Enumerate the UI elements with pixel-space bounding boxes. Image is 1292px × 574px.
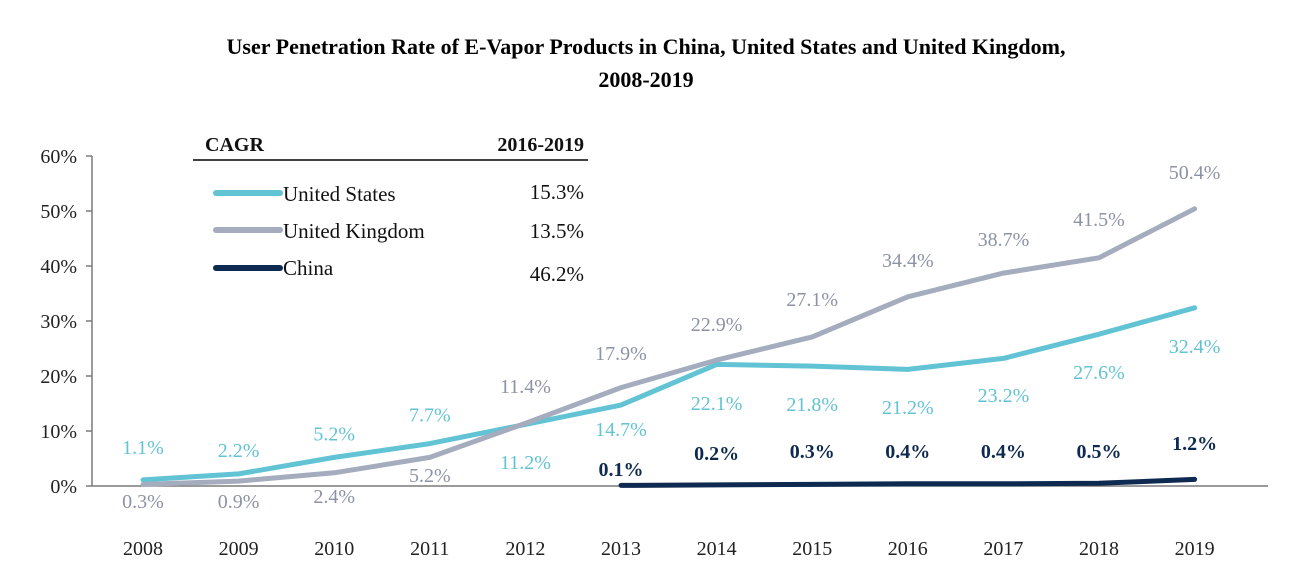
data-label-united-kingdom: 11.4% [500,376,551,398]
data-label-united-states: 23.2% [978,385,1030,407]
chart-data-labels: 1.1% 2.2% 5.2% 7.7% 11.2% 14.7% 22.1% 21.8% 21.2… [122,162,1220,513]
y-tick-label: 50% [40,201,77,223]
x-tick-label: 2009 [219,538,259,560]
chart-axes: 0% 10% 20% 30% 40% 50% 60% 2008 2009 2010 2011 2012… [40,146,1268,560]
legend-cagr-china: 46.2% [530,262,584,286]
data-label-united-states: 32.4% [1169,336,1221,358]
data-label-united-states: 27.6% [1073,362,1125,384]
data-label-united-states: 14.7% [595,419,647,441]
data-label-china: 0.5% [1077,441,1122,463]
x-tick-label: 2013 [601,538,641,560]
data-label-united-states: 21.2% [882,397,934,419]
x-tick-label: 2017 [983,538,1023,560]
y-tick-label: 0% [50,476,77,498]
series-line-united-states [140,305,1198,483]
chart-title: User Penetration Rate of E-Vapor Product… [0,30,1292,96]
y-tick-label: 20% [40,366,77,388]
data-label-united-states: 22.1% [691,393,743,415]
data-label-united-kingdom: 34.4% [882,250,934,272]
data-label-united-kingdom: 0.3% [122,491,164,513]
legend-header-cagr: CAGR [205,134,264,156]
series-line-united-kingdom [140,206,1198,487]
data-label-united-kingdom: 5.2% [409,465,451,487]
data-label-united-kingdom: 50.4% [1169,162,1221,184]
data-label-china: 0.4% [885,441,930,463]
data-label-china: 0.2% [694,443,739,465]
data-label-united-states: 7.7% [409,405,451,427]
data-label-united-kingdom: 38.7% [978,229,1030,251]
chart-series-lines [140,206,1198,488]
y-tick-label: 60% [40,146,77,168]
data-label-united-states: 21.8% [786,394,838,416]
chart-title-line-2: 2008-2019 [598,67,694,92]
data-label-united-states: 5.2% [313,423,355,445]
data-label-united-kingdom: 22.9% [691,314,743,336]
data-label-united-states: 1.1% [122,437,164,459]
data-label-china: 0.3% [790,441,835,463]
x-tick-label: 2016 [888,538,928,560]
data-label-united-states: 2.2% [218,440,260,462]
legend-cagr-united-states: 15.3% [530,180,584,204]
y-tick-label: 10% [40,421,77,443]
y-tick-label: 40% [40,256,77,278]
legend-label-china: China [283,256,334,280]
data-label-china: 0.1% [599,459,644,481]
data-label-china: 0.4% [981,441,1026,463]
data-label-united-kingdom: 0.9% [218,491,260,513]
x-tick-label: 2008 [123,538,163,560]
data-label-united-kingdom: 27.1% [786,289,838,311]
data-label-united-kingdom: 41.5% [1073,209,1125,231]
x-tick-label: 2019 [1175,538,1215,560]
x-tick-label: 2012 [505,538,545,560]
legend-label-united-kingdom: United Kingdom [283,219,425,243]
chart-legend: CAGR 2016-2019 United States 15.3% Unite… [193,134,588,286]
x-tick-label: 2010 [314,538,354,560]
x-tick-label: 2014 [697,538,737,560]
x-tick-label: 2018 [1079,538,1119,560]
legend-header-period: 2016-2019 [497,134,584,156]
y-tick-label: 30% [40,311,77,333]
data-label-united-kingdom: 2.4% [313,486,355,508]
legend-label-united-states: United States [283,182,396,206]
chart-title-line-1: User Penetration Rate of E-Vapor Product… [226,34,1066,59]
series-line-china [618,476,1198,488]
data-label-china: 1.2% [1172,433,1217,455]
x-tick-label: 2011 [410,538,449,560]
legend-cagr-united-kingdom: 13.5% [530,219,584,243]
data-label-united-kingdom: 17.9% [595,343,647,365]
data-label-united-states: 11.2% [500,452,551,474]
x-tick-label: 2015 [792,538,832,560]
